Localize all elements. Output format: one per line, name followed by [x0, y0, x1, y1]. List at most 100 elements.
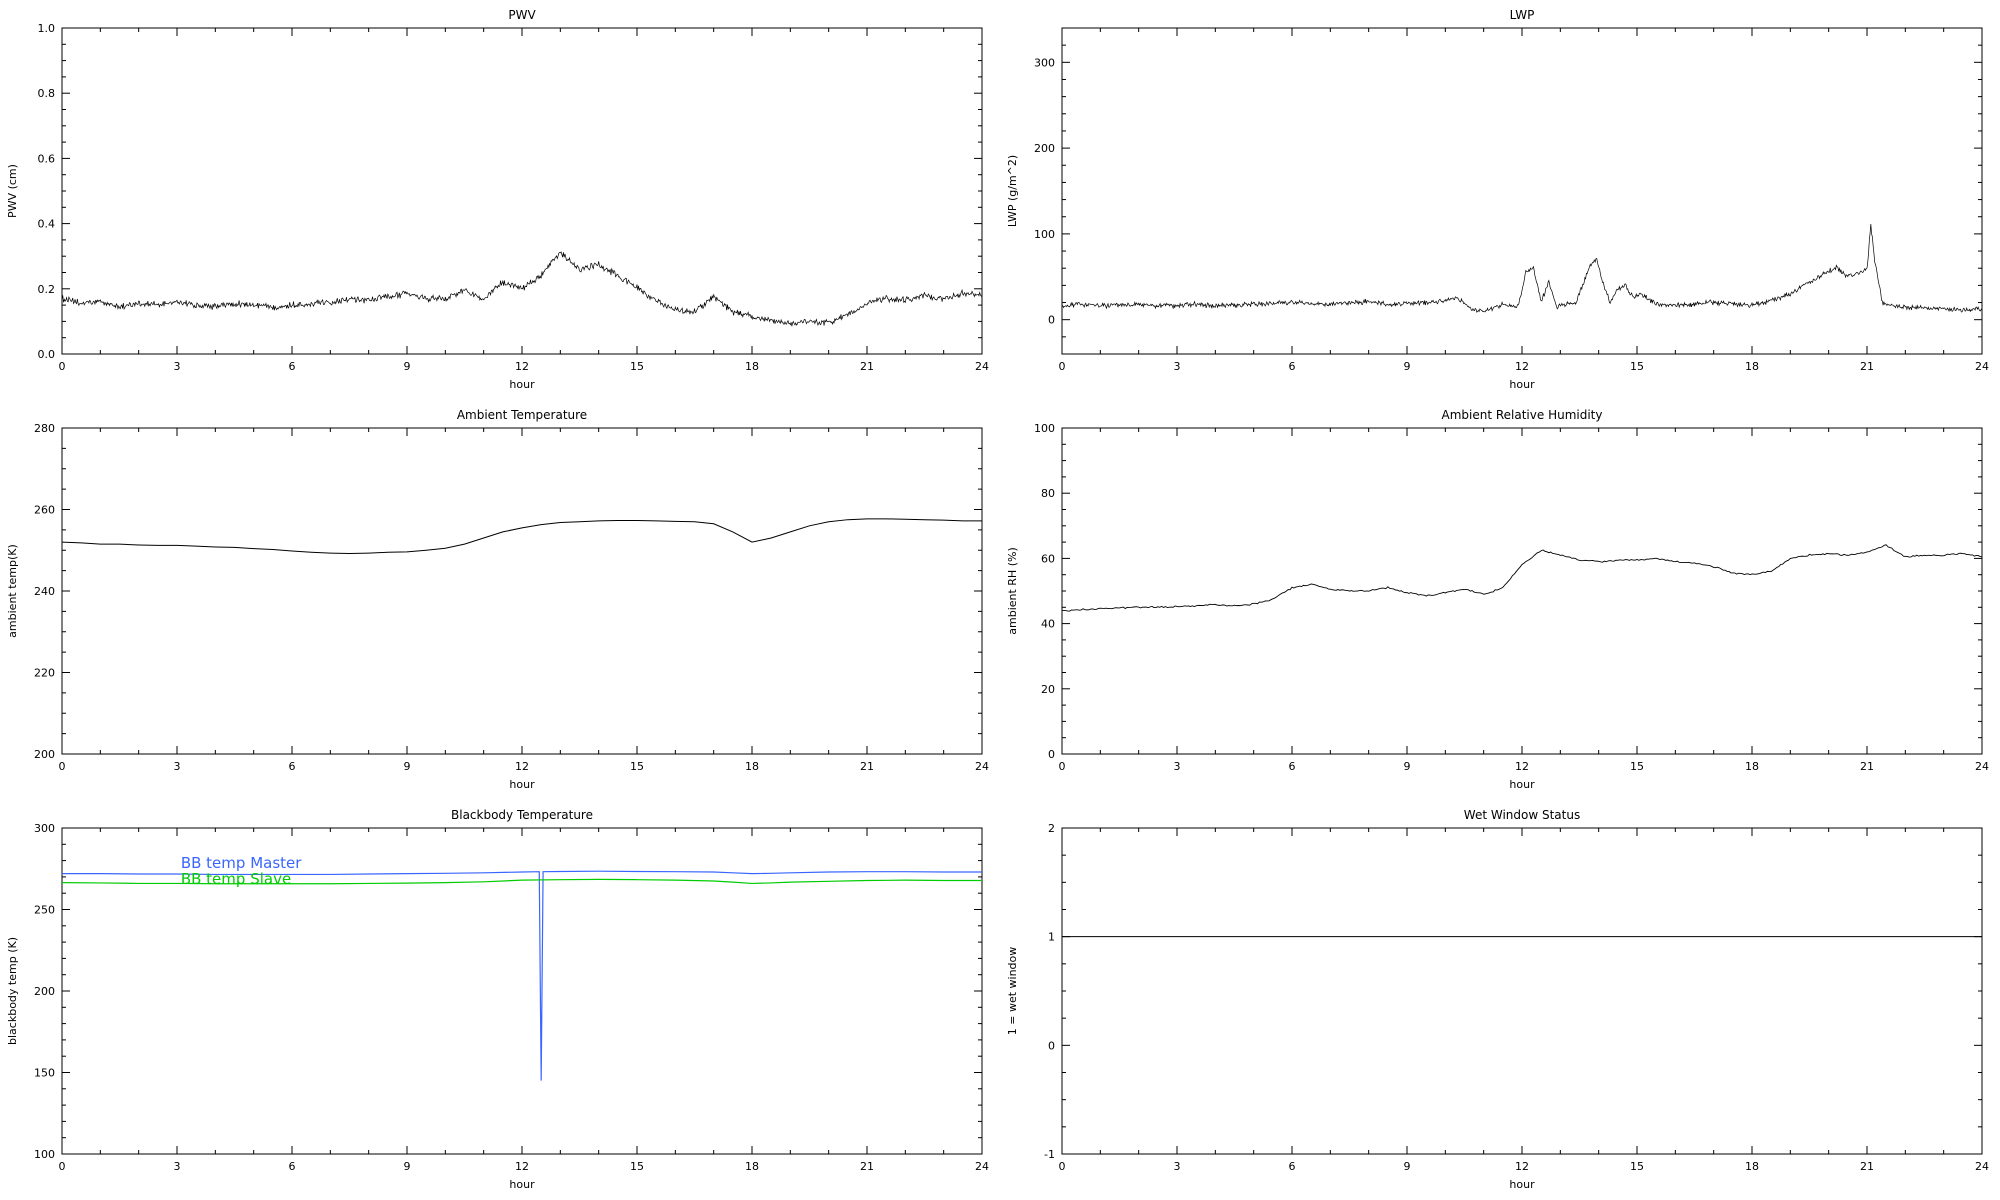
- svg-text:21: 21: [1860, 1160, 1874, 1173]
- ambient-relative-humidity-chart-svg: 0 3 6 9 12 15 18 21 24 0 20 40 60 80 100 Ambient Relati…: [1006, 408, 1989, 791]
- svg-text:0: 0: [59, 360, 66, 373]
- svg-text:3: 3: [174, 1160, 181, 1173]
- svg-text:9: 9: [404, 760, 411, 773]
- svg-text:24: 24: [975, 1160, 989, 1173]
- svg-text:21: 21: [1860, 360, 1874, 373]
- svg-text:3: 3: [1174, 760, 1181, 773]
- svg-text:6: 6: [289, 1160, 296, 1173]
- svg-text:9: 9: [1404, 1160, 1411, 1173]
- pwv-chart-svg: 0 3 6 9 12 15 18 21 24 0.0 0.2 0.4 0.6 0.8 1.0 PWV hour P…: [6, 8, 989, 391]
- svg-text:300: 300: [1034, 56, 1055, 69]
- svg-text:3: 3: [174, 760, 181, 773]
- svg-text:100: 100: [1034, 228, 1055, 241]
- svg-text:0.8: 0.8: [38, 87, 56, 100]
- svg-text:21: 21: [860, 1160, 874, 1173]
- svg-text:280: 280: [34, 422, 55, 435]
- lwp-chart-svg: 0 3 6 9 12 15 18 21 24 0 100 200 300 LWP hour LWP (g/m^…: [1006, 8, 1989, 391]
- svg-text:Ambient Temperature: Ambient Temperature: [457, 408, 587, 422]
- svg-text:1.0: 1.0: [38, 22, 56, 35]
- svg-text:Ambient Relative Humidity: Ambient Relative Humidity: [1442, 408, 1603, 422]
- svg-text:1 = wet window: 1 = wet window: [1006, 947, 1019, 1036]
- svg-text:18: 18: [1745, 1160, 1759, 1173]
- svg-text:24: 24: [1975, 760, 1989, 773]
- svg-text:80: 80: [1041, 487, 1055, 500]
- svg-text:12: 12: [515, 1160, 529, 1173]
- ambient-temperature-plot: 0 3 6 9 12 15 18 21 24 200 220 240 260 280 Ambient Tem…: [0, 400, 1000, 800]
- svg-text:12: 12: [515, 760, 529, 773]
- svg-text:hour: hour: [509, 778, 535, 791]
- svg-text:0.0: 0.0: [38, 348, 56, 361]
- svg-text:20: 20: [1041, 683, 1055, 696]
- svg-text:40: 40: [1041, 618, 1055, 631]
- svg-text:hour: hour: [1509, 378, 1535, 391]
- pwv-plot: 0 3 6 9 12 15 18 21 24 0.0 0.2 0.4 0.6 0.8 1.0 PWV hour P…: [0, 0, 1000, 400]
- svg-text:3: 3: [1174, 1160, 1181, 1173]
- svg-text:6: 6: [1289, 360, 1296, 373]
- svg-text:0: 0: [1059, 360, 1066, 373]
- svg-text:240: 240: [34, 585, 55, 598]
- svg-text:260: 260: [34, 504, 55, 517]
- svg-text:12: 12: [1515, 1160, 1529, 1173]
- svg-text:15: 15: [630, 760, 644, 773]
- svg-text:6: 6: [1289, 1160, 1296, 1173]
- svg-text:200: 200: [1034, 142, 1055, 155]
- svg-text:LWP: LWP: [1510, 8, 1535, 22]
- svg-text:PWV (cm): PWV (cm): [6, 164, 19, 218]
- svg-text:0: 0: [1048, 314, 1055, 327]
- svg-text:6: 6: [1289, 760, 1296, 773]
- svg-text:24: 24: [975, 360, 989, 373]
- svg-text:hour: hour: [509, 1178, 535, 1191]
- svg-text:0.6: 0.6: [38, 152, 56, 165]
- svg-text:250: 250: [34, 904, 55, 917]
- svg-text:18: 18: [745, 360, 759, 373]
- svg-text:21: 21: [860, 360, 874, 373]
- svg-text:15: 15: [1630, 360, 1644, 373]
- svg-text:3: 3: [1174, 360, 1181, 373]
- ambient-temperature-chart-svg: 0 3 6 9 12 15 18 21 24 200 220 240 260 280 Ambient Tem…: [6, 408, 989, 791]
- svg-text:ambient temp(K): ambient temp(K): [6, 544, 19, 638]
- svg-text:200: 200: [34, 748, 55, 761]
- svg-text:LWP (g/m^2): LWP (g/m^2): [1006, 155, 1019, 227]
- svg-text:100: 100: [34, 1148, 55, 1161]
- svg-text:hour: hour: [1509, 778, 1535, 791]
- wet-window-status-plot: 0 3 6 9 12 15 18 21 24 -1 0 1 2 Wet Window Status hour…: [1000, 800, 2000, 1200]
- svg-text:15: 15: [1630, 1160, 1644, 1173]
- svg-text:-1: -1: [1044, 1148, 1055, 1161]
- svg-text:Wet Window Status: Wet Window Status: [1464, 808, 1580, 822]
- svg-text:blackbody temp (K): blackbody temp (K): [6, 937, 19, 1045]
- svg-text:150: 150: [34, 1067, 55, 1080]
- blackbody-temperature-chart-svg: 0 3 6 9 12 15 18 21 24 100 150 200 250 300 Blackbody T…: [6, 808, 989, 1191]
- svg-text:hour: hour: [509, 378, 535, 391]
- svg-text:21: 21: [860, 760, 874, 773]
- svg-text:0: 0: [59, 760, 66, 773]
- svg-text:1: 1: [1048, 931, 1055, 944]
- svg-text:15: 15: [630, 1160, 644, 1173]
- svg-text:220: 220: [34, 667, 55, 680]
- svg-text:3: 3: [174, 360, 181, 373]
- svg-text:0: 0: [1048, 748, 1055, 761]
- svg-text:18: 18: [1745, 360, 1759, 373]
- svg-text:2: 2: [1048, 822, 1055, 835]
- svg-text:hour: hour: [1509, 1178, 1535, 1191]
- svg-text:0: 0: [59, 1160, 66, 1173]
- svg-text:Blackbody Temperature: Blackbody Temperature: [451, 808, 593, 822]
- svg-text:200: 200: [34, 985, 55, 998]
- svg-text:24: 24: [1975, 1160, 1989, 1173]
- svg-text:0.4: 0.4: [38, 218, 56, 231]
- svg-text:0: 0: [1059, 1160, 1066, 1173]
- svg-text:12: 12: [515, 360, 529, 373]
- svg-text:12: 12: [1515, 760, 1529, 773]
- svg-text:9: 9: [404, 360, 411, 373]
- svg-text:9: 9: [1404, 360, 1411, 373]
- svg-text:PWV: PWV: [508, 8, 536, 22]
- svg-text:12: 12: [1515, 360, 1529, 373]
- svg-text:60: 60: [1041, 552, 1055, 565]
- svg-text:BB temp Master: BB temp Master: [181, 854, 302, 872]
- svg-text:9: 9: [1404, 760, 1411, 773]
- svg-text:18: 18: [745, 1160, 759, 1173]
- blackbody-temperature-plot: 0 3 6 9 12 15 18 21 24 100 150 200 250 300 Blackbody T…: [0, 800, 1000, 1200]
- svg-text:100: 100: [1034, 422, 1055, 435]
